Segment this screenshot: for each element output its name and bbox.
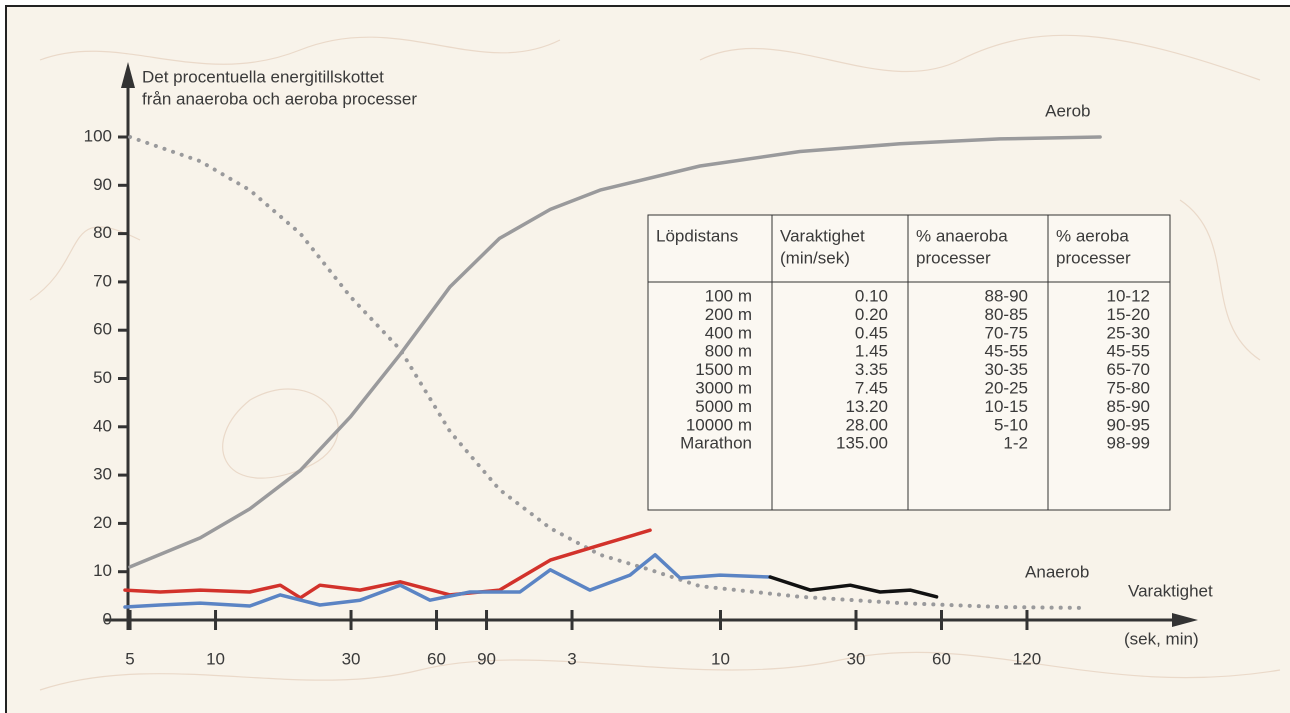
table-cell: 0.20 — [855, 305, 888, 324]
y-tick-label: 60 — [93, 320, 112, 339]
table-cell: 65-70 — [1107, 360, 1150, 379]
x-axis-title: Varaktighet — [1128, 581, 1213, 600]
y-tick-label: 90 — [93, 175, 112, 194]
table-cell: 100 m — [705, 286, 752, 305]
table-cell: 0.10 — [855, 286, 888, 305]
table-cell: 45-55 — [1107, 342, 1150, 361]
table-cell: 200 m — [705, 305, 752, 324]
x-axis-unit: (sek, min) — [1124, 629, 1199, 648]
x-tick-label: 120 — [1013, 649, 1041, 668]
series-line — [768, 575, 939, 599]
table-cell: 10000 m — [686, 415, 752, 434]
table-header: % anaeroba — [916, 226, 1008, 245]
y-tick-label: 70 — [93, 271, 112, 290]
y-tick-label: 30 — [93, 465, 112, 484]
y-tick-label: 20 — [93, 513, 112, 532]
table-cell: 10-12 — [1107, 286, 1150, 305]
table-cell: 7.45 — [855, 378, 888, 397]
table-frame — [647, 214, 1171, 511]
table-cell: 80-85 — [985, 305, 1028, 324]
table-header: processer — [1056, 248, 1131, 267]
table-cell: 75-80 — [1107, 378, 1150, 397]
table-cell: 5000 m — [695, 397, 752, 416]
table-cell: 3.35 — [855, 360, 888, 379]
table-header: (min/sek) — [780, 248, 850, 267]
y-tick-label: 0 — [103, 609, 112, 628]
table-cell: 800 m — [705, 342, 752, 361]
table-cell: 0.45 — [855, 323, 888, 342]
y-tick-label: 10 — [93, 561, 112, 580]
x-tick-label: 30 — [847, 649, 866, 668]
table-header: Varaktighet — [780, 226, 865, 245]
table-cell: 45-55 — [985, 342, 1028, 361]
table-cell: 13.20 — [845, 397, 888, 416]
table-cell: 400 m — [705, 323, 752, 342]
table-cell: 20-25 — [985, 378, 1028, 397]
table-cell: 25-30 — [1107, 323, 1150, 342]
table-cell: 88-90 — [985, 286, 1028, 305]
series-label: Anaerob — [1025, 562, 1089, 581]
table-cell: 30-35 — [985, 360, 1028, 379]
y-axis-title: Det procentuella energitillskottet — [142, 67, 384, 86]
data-table: Löpdistans Varaktighet (min/sek) % anaeroba… — [647, 214, 1171, 511]
table-cell: 90-95 — [1107, 415, 1150, 434]
map-texture — [29, 34, 1281, 691]
y-tick-label: 80 — [93, 223, 112, 242]
x-tick-label: 60 — [427, 649, 446, 668]
table-cell: 1500 m — [695, 360, 752, 379]
series-label: Aerob — [1045, 101, 1090, 120]
y-tick-label: 40 — [93, 416, 112, 435]
table-cell: 5-10 — [994, 415, 1028, 434]
table-header: % aeroba — [1056, 226, 1129, 245]
table-cell: 10-15 — [985, 397, 1028, 416]
table-cell: Marathon — [680, 434, 752, 453]
series-line — [123, 553, 772, 609]
y-axis-arrow — [121, 62, 135, 88]
x-tick-label: 60 — [932, 649, 951, 668]
y-tick-label: 50 — [93, 368, 112, 387]
series-line — [123, 528, 652, 600]
x-tick-label: 3 — [567, 649, 576, 668]
x-tick-label: 90 — [477, 649, 496, 668]
x-tick-label: 10 — [206, 649, 225, 668]
table-cell: 1.45 — [855, 342, 888, 361]
table-header: Löpdistans — [656, 226, 738, 245]
table-cell: 1-2 — [1003, 434, 1028, 453]
x-tick-label: 10 — [711, 649, 730, 668]
table-header: processer — [916, 248, 991, 267]
y-tick-label: 100 — [84, 126, 112, 145]
table-cell: 135.00 — [836, 434, 888, 453]
table-cell: 98-99 — [1107, 434, 1150, 453]
table-cell: 3000 m — [695, 378, 752, 397]
x-tick-label: 5 — [125, 649, 134, 668]
table-cell: 70-75 — [985, 323, 1028, 342]
table-cell: 85-90 — [1107, 397, 1150, 416]
series-line — [128, 135, 1102, 569]
y-axis-title: från anaeroba och aeroba processer — [142, 89, 417, 108]
table-cell: 28.00 — [845, 415, 888, 434]
x-tick-label: 30 — [342, 649, 361, 668]
series-line — [128, 135, 1082, 610]
table-cell: 15-20 — [1107, 305, 1150, 324]
x-axis-arrow — [1172, 613, 1198, 627]
